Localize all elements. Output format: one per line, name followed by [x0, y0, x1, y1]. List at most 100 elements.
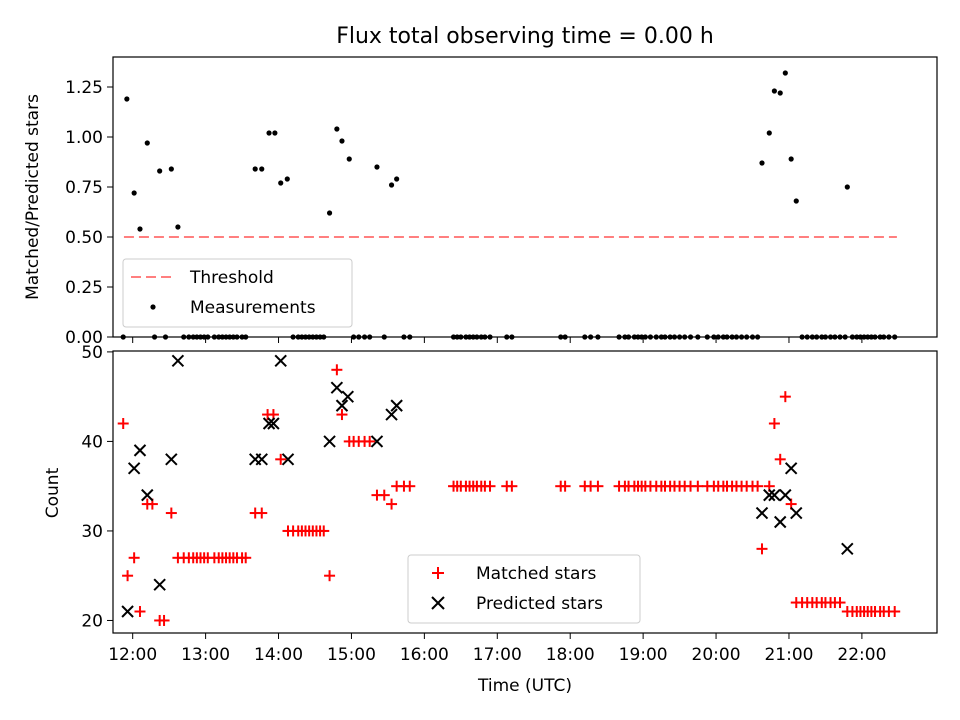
bottom-legend: Matched stars Predicted stars — [407, 554, 641, 624]
bottom-y-axis-label: Count — [43, 467, 63, 518]
matched-star-marker — [386, 498, 398, 510]
predicted-star-marker — [790, 506, 803, 520]
matched-star-marker — [834, 597, 846, 609]
measurement-point — [388, 182, 395, 188]
measurement-point — [374, 164, 380, 170]
x-tick-label: 13:00 — [181, 645, 230, 665]
predicted-star-marker — [841, 542, 854, 556]
top-y-tick-label: 0.00 — [65, 328, 103, 348]
measurement-point — [266, 130, 272, 136]
matched-star-marker — [559, 480, 571, 492]
predicted-star-marker — [755, 506, 769, 520]
matched-star-marker — [324, 570, 336, 582]
matched-star-marker — [122, 570, 134, 582]
measurement-point — [771, 88, 777, 94]
bottom-y-tick-label: 40 — [81, 432, 103, 452]
predicted-star-marker — [165, 453, 178, 466]
predicted-star-marker — [171, 354, 185, 368]
measurement-point — [793, 198, 799, 204]
predicted-star-marker — [262, 417, 276, 430]
legend-matched-label: Matched stars — [476, 564, 596, 584]
matched-star-marker — [774, 453, 786, 465]
measurement-point — [844, 184, 850, 190]
predicted-star-marker — [774, 515, 787, 529]
matched-star-marker — [240, 552, 252, 564]
measurement-point — [124, 96, 130, 102]
legend-matched-swatch — [432, 567, 444, 579]
predicted-star-marker — [390, 399, 403, 412]
predicted-star-marker — [763, 488, 776, 502]
predicted-star-marker — [121, 605, 134, 618]
measurement-point — [252, 166, 258, 172]
legend-measurements-swatch — [150, 304, 156, 310]
x-tick-label: 18:00 — [546, 645, 595, 665]
predicted-star-marker — [341, 390, 355, 403]
measurement-point — [339, 138, 345, 144]
top-y-tick-label: 1.25 — [65, 78, 103, 98]
predicted-star-marker — [274, 354, 287, 368]
x-tick-label: 21:00 — [764, 645, 813, 665]
legend-predicted-label: Predicted stars — [476, 594, 603, 614]
matched-star-marker — [692, 480, 704, 492]
measurement-point — [788, 156, 794, 162]
matched-star-marker — [275, 453, 287, 465]
predicted-star-marker — [133, 444, 147, 457]
x-tick-label: 17:00 — [473, 645, 522, 665]
predicted-star-marker — [153, 578, 166, 591]
predicted-star-marker — [281, 453, 295, 466]
predicted-star-marker — [784, 462, 798, 475]
matched-star-marker — [318, 525, 330, 537]
matched-star-marker — [134, 606, 146, 618]
top-plot-frame — [112, 56, 938, 338]
measurement-point — [144, 140, 150, 146]
x-axis-label: Time (UTC) — [477, 676, 572, 696]
measurement-point — [284, 176, 290, 182]
matched-star-marker — [404, 480, 416, 492]
bottom-y-tick-label: 30 — [81, 522, 103, 542]
x-tick-label: 12:00 — [108, 645, 157, 665]
measurement-point — [346, 156, 352, 162]
measurement-point — [272, 130, 278, 136]
bottom-y-ticks: 20 30 40 50 — [81, 343, 113, 631]
matched-stars-points — [117, 364, 901, 626]
predicted-star-marker — [779, 488, 792, 502]
legend-measurements-label: Measurements — [190, 298, 316, 318]
matched-star-marker — [128, 552, 140, 564]
x-tick-label: 19:00 — [619, 645, 668, 665]
predicted-star-marker — [141, 488, 154, 502]
matched-star-marker — [768, 418, 780, 430]
predicted-star-marker — [768, 488, 781, 502]
predicted-star-marker — [255, 453, 268, 466]
matched-star-marker — [256, 507, 268, 519]
x-tick-label: 22:00 — [837, 645, 886, 665]
predicted-star-marker — [127, 462, 141, 475]
bottom-x-ticks: 12:00 13:00 14:00 15:00 16:00 17:00 18:00 19:00… — [108, 633, 886, 665]
top-y-tick-label: 0.50 — [65, 228, 103, 248]
top-x-ticks — [132, 337, 863, 343]
measurement-point — [782, 70, 788, 76]
predicted-star-marker — [385, 408, 398, 421]
matched-star-marker — [889, 606, 901, 618]
matched-star-marker — [484, 480, 496, 492]
top-legend: Threshold Measurements — [122, 258, 353, 328]
matched-star-marker — [331, 364, 343, 376]
measurement-point — [259, 166, 265, 172]
top-legend-box — [122, 258, 353, 328]
predicted-star-marker — [370, 435, 384, 448]
measurement-point — [759, 160, 765, 166]
matched-star-marker — [756, 543, 768, 555]
measurement-point — [278, 180, 284, 186]
bottom-legend-box — [407, 554, 641, 624]
predicted-star-marker — [330, 381, 344, 394]
x-tick-label: 14:00 — [254, 645, 303, 665]
measurement-point — [334, 126, 340, 132]
measurement-point — [394, 176, 400, 182]
measurement-point — [168, 166, 174, 172]
matched-star-marker — [158, 614, 170, 626]
top-panel: Flux total observing time = 0.00 h Match… — [23, 24, 938, 348]
matched-star-marker — [336, 409, 348, 421]
x-tick-label: 15:00 — [327, 645, 376, 665]
matched-star-marker — [752, 480, 764, 492]
matched-star-marker — [592, 480, 604, 492]
